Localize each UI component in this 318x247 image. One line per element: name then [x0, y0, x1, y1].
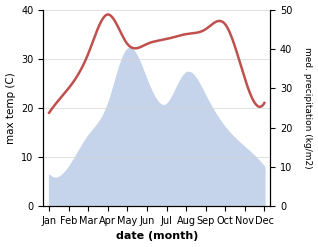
- X-axis label: date (month): date (month): [115, 231, 198, 242]
- Y-axis label: med. precipitation (kg/m2): med. precipitation (kg/m2): [303, 47, 313, 169]
- Y-axis label: max temp (C): max temp (C): [5, 72, 16, 144]
